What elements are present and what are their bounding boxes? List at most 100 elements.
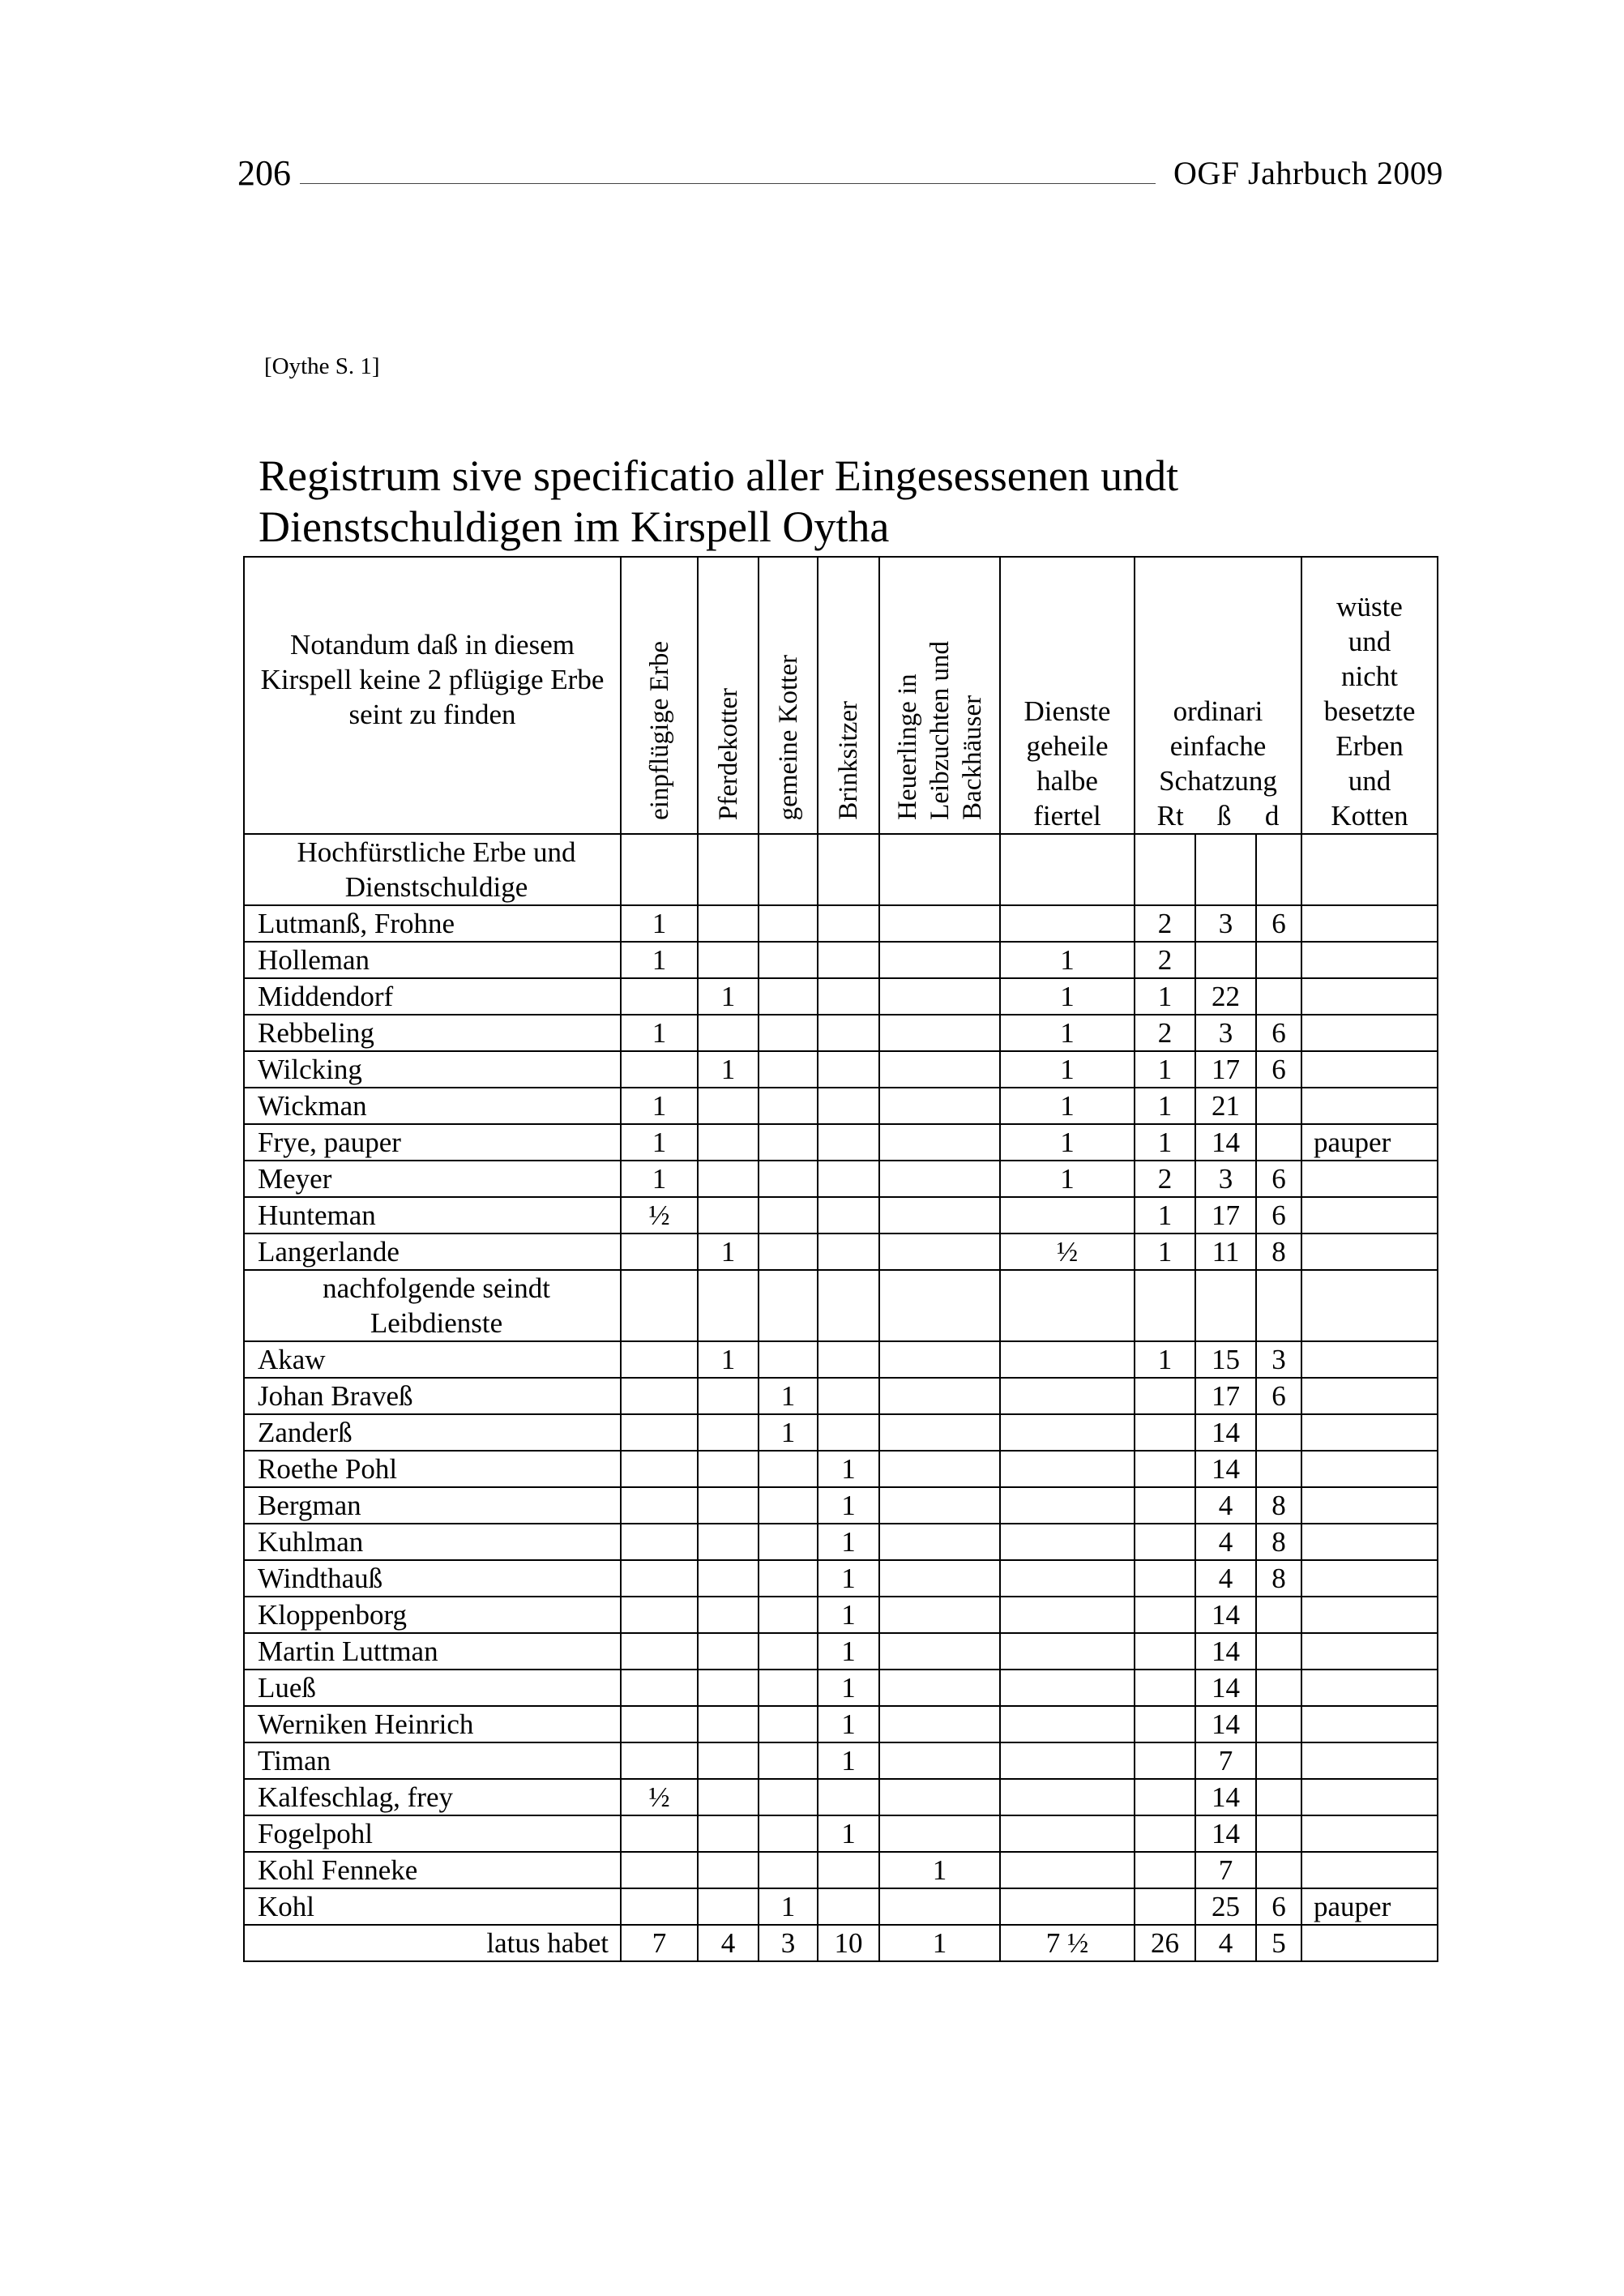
table-row: Bergman 1 4 8 <box>243 1486 1438 1524</box>
table-cell <box>620 1851 699 1889</box>
table-cell: 1 <box>620 1123 699 1161</box>
table-cell: 6 <box>1255 904 1302 943</box>
table-cell <box>1301 904 1438 943</box>
table-cell <box>1255 1269 1302 1342</box>
table-cell <box>758 941 818 979</box>
row-name: Werniken Heinrich <box>243 1705 622 1743</box>
table-cell <box>878 941 1001 979</box>
table-cell <box>1255 1778 1302 1816</box>
table-cell <box>999 1559 1135 1597</box>
table-cell: 1 <box>999 941 1135 979</box>
table-cell <box>999 904 1135 943</box>
table-cell: 1 <box>620 1160 699 1198</box>
table-cell: 17 <box>1194 1050 1257 1088</box>
table-cell <box>1255 1632 1302 1670</box>
table-cell <box>878 1196 1001 1234</box>
table-cell: 4 <box>697 1924 759 1962</box>
table-row: Windthauß 1 4 8 <box>243 1559 1438 1597</box>
table-cell <box>817 1233 880 1271</box>
table-cell <box>1255 1413 1302 1452</box>
table-row: Meyer 1 1 2 3 6 <box>243 1160 1438 1198</box>
table-cell <box>620 1233 699 1271</box>
table-cell <box>999 1632 1135 1670</box>
table-cell <box>878 1888 1001 1926</box>
table-row: Kalfeschlag, frey ½ 14 <box>243 1778 1438 1816</box>
table-cell <box>1134 1851 1196 1889</box>
table-cell <box>878 1632 1001 1670</box>
row-name: Zanderß <box>243 1413 622 1452</box>
table-row: Rebbeling 1 1 2 3 6 <box>243 1014 1438 1052</box>
table-cell <box>878 1523 1001 1561</box>
table-cell <box>758 1340 818 1379</box>
table-cell <box>1301 1596 1438 1634</box>
table-cell: 1 <box>999 1160 1135 1198</box>
table-row: Holleman 1 1 2 <box>243 941 1438 979</box>
table-cell <box>1301 833 1438 906</box>
table-row: Martin Luttman 1 14 <box>243 1632 1438 1670</box>
table-cell <box>817 941 880 979</box>
table-cell <box>620 1486 699 1524</box>
table-cell <box>1134 1269 1196 1342</box>
table-cell <box>758 1742 818 1780</box>
header-heuerlinge: Heuerlinge in Leibzuchten und Backhäuser <box>878 556 1001 835</box>
page-number: 206 <box>237 153 291 193</box>
table-cell <box>1134 1705 1196 1743</box>
table-cell: 14 <box>1194 1413 1257 1452</box>
table-cell <box>758 1815 818 1853</box>
table-cell <box>999 1340 1135 1379</box>
table-row: Langerlande 1 ½ 1 11 8 <box>243 1233 1438 1271</box>
row-name: Wickman <box>243 1087 622 1125</box>
table-cell <box>1301 1778 1438 1816</box>
table-cell <box>1301 1269 1438 1342</box>
journal-title: OGF Jahrbuch 2009 <box>1173 155 1443 191</box>
row-name: Bergman <box>243 1486 622 1524</box>
table-cell <box>758 1087 818 1125</box>
table-cell <box>1255 1087 1302 1125</box>
table-cell <box>1194 833 1257 906</box>
header-brinksitzer: Brinksitzer <box>817 556 880 835</box>
table-cell <box>758 1050 818 1088</box>
table-cell <box>878 1486 1001 1524</box>
table-cell <box>1301 1450 1438 1488</box>
table-cell: 8 <box>1255 1486 1302 1524</box>
table-cell <box>758 1269 818 1342</box>
table-cell: 2 <box>1134 1160 1196 1198</box>
table-row: Hunteman ½ 1 17 6 <box>243 1196 1438 1234</box>
table-cell <box>1194 941 1257 979</box>
table-cell <box>620 977 699 1015</box>
table-cell <box>817 1340 880 1379</box>
row-name: Martin Luttman <box>243 1632 622 1670</box>
unit-rt: Rt <box>1156 800 1184 832</box>
header-wueste: wüste und nicht besetzte Erben und Kotten <box>1301 556 1438 835</box>
table-cell <box>758 1233 818 1271</box>
row-name: Johan Braveß <box>243 1377 622 1415</box>
table-cell <box>1301 1050 1438 1088</box>
table-cell <box>1301 1196 1438 1234</box>
table-cell <box>878 1233 1001 1271</box>
table-cell <box>999 1742 1135 1780</box>
table-cell <box>697 1486 759 1524</box>
table-cell <box>620 1269 699 1342</box>
table-cell <box>878 1669 1001 1707</box>
row-name: Roethe Pohl <box>243 1450 622 1488</box>
table-cell: 1 <box>697 1340 759 1379</box>
table-cell <box>620 1742 699 1780</box>
header-pferdekotter: Pferdekotter <box>697 556 759 835</box>
table-cell <box>999 1196 1135 1234</box>
row-name: Kohl <box>243 1888 622 1926</box>
table-cell: 1 <box>758 1413 818 1452</box>
table-cell <box>620 1523 699 1561</box>
table-cell <box>697 1377 759 1415</box>
table-row: Akaw 1 1 15 3 <box>243 1340 1438 1379</box>
table-cell <box>620 833 699 906</box>
table-cell: 1 <box>1134 1233 1196 1271</box>
table-cell: 25 <box>1194 1888 1257 1926</box>
table-row: Kohl Fenneke 1 7 <box>243 1851 1438 1889</box>
table-cell: 2 <box>1134 1014 1196 1052</box>
table-cell <box>697 1523 759 1561</box>
table-cell: 1 <box>758 1888 818 1926</box>
table-cell <box>999 1377 1135 1415</box>
table-cell <box>1134 1450 1196 1488</box>
table-cell <box>817 1851 880 1889</box>
row-name: nachfolgende seindt Leibdienste <box>243 1269 622 1342</box>
